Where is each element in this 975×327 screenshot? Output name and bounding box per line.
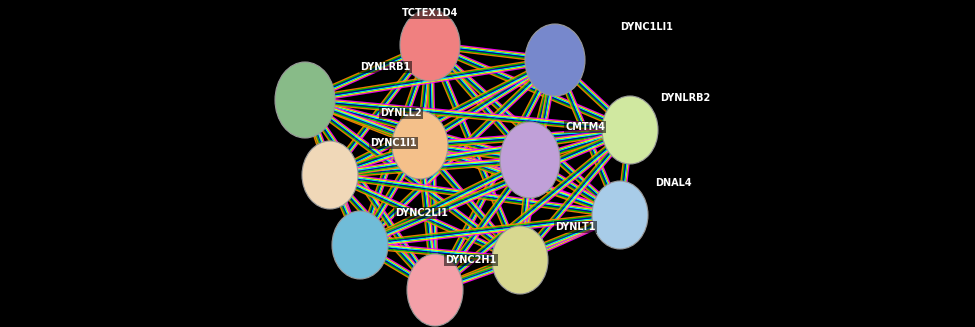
Ellipse shape bbox=[392, 111, 448, 179]
Text: DYNLL2: DYNLL2 bbox=[380, 108, 421, 118]
Text: DNAL4: DNAL4 bbox=[655, 178, 691, 188]
Ellipse shape bbox=[525, 24, 585, 96]
Ellipse shape bbox=[592, 181, 648, 249]
Ellipse shape bbox=[275, 62, 335, 138]
Text: DYNC2LI1: DYNC2LI1 bbox=[395, 208, 448, 218]
Text: DYNC1I1: DYNC1I1 bbox=[370, 138, 416, 148]
Text: DYNC1LI1: DYNC1LI1 bbox=[620, 22, 673, 32]
Ellipse shape bbox=[332, 211, 388, 279]
Ellipse shape bbox=[492, 226, 548, 294]
Ellipse shape bbox=[500, 122, 560, 198]
Ellipse shape bbox=[602, 96, 658, 164]
Ellipse shape bbox=[302, 141, 358, 209]
Ellipse shape bbox=[400, 9, 460, 81]
Ellipse shape bbox=[407, 254, 463, 326]
Text: CMTM4: CMTM4 bbox=[565, 122, 605, 132]
Text: DYNLRB1: DYNLRB1 bbox=[360, 62, 410, 72]
Text: DYNLT1: DYNLT1 bbox=[555, 222, 596, 232]
Text: TCTEX1D4: TCTEX1D4 bbox=[402, 8, 458, 18]
Text: DYNLRB2: DYNLRB2 bbox=[660, 93, 710, 103]
Text: DYNC2H1: DYNC2H1 bbox=[445, 255, 496, 265]
